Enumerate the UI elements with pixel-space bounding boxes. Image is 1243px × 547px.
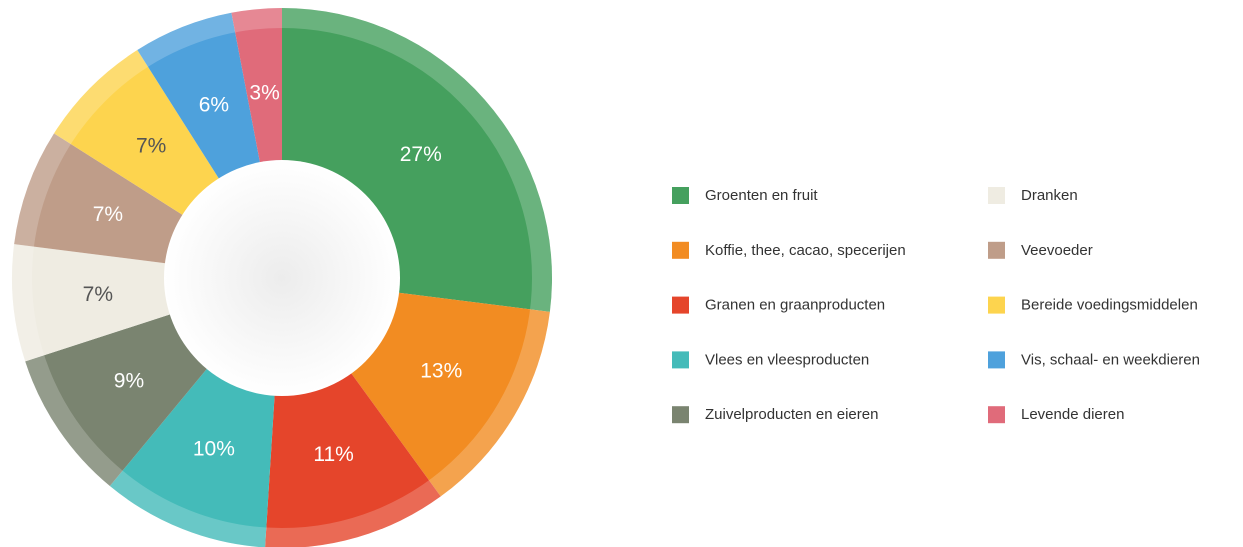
legend-swatch — [672, 241, 689, 259]
legend-label: Groenten en fruit — [705, 187, 818, 204]
legend-label: Vlees en vleesproducten — [705, 351, 869, 368]
value-label: 3% — [249, 81, 279, 104]
value-label: 10% — [193, 438, 235, 461]
legend-swatch — [672, 296, 689, 314]
legend-label: Granen en graanproducten — [705, 297, 885, 314]
donut-hole — [164, 160, 400, 396]
legend-swatch — [988, 187, 1005, 204]
legend-swatch — [988, 296, 1005, 314]
legend-swatch — [672, 351, 689, 369]
value-label: 6% — [199, 94, 229, 117]
legend-swatch — [672, 406, 689, 424]
value-label: 7% — [93, 203, 123, 226]
legend-swatch — [988, 241, 1005, 259]
value-label: 11% — [313, 443, 353, 466]
legend-swatch — [988, 351, 1005, 369]
value-label: 9% — [114, 370, 144, 393]
legend-label: Koffie, thee, cacao, specerijen — [705, 242, 906, 259]
legend-label: Bereide voedingsmiddelen — [1021, 297, 1198, 314]
legend-swatch — [672, 187, 689, 204]
outer-ring-highlight — [12, 8, 552, 547]
legend-label: Dranken — [1021, 187, 1078, 204]
value-label: 7% — [83, 283, 113, 306]
value-label: 27% — [400, 143, 442, 166]
legend-label: Veevoeder — [1021, 242, 1093, 259]
legend-label: Vis, schaal- en weekdieren — [1021, 351, 1200, 368]
value-label: 7% — [136, 135, 166, 158]
legend-label: Zuivelproducten en eieren — [705, 406, 878, 423]
value-label: 13% — [420, 360, 462, 383]
legend-label: Levende dieren — [1021, 406, 1124, 423]
legend-swatch — [988, 406, 1005, 424]
